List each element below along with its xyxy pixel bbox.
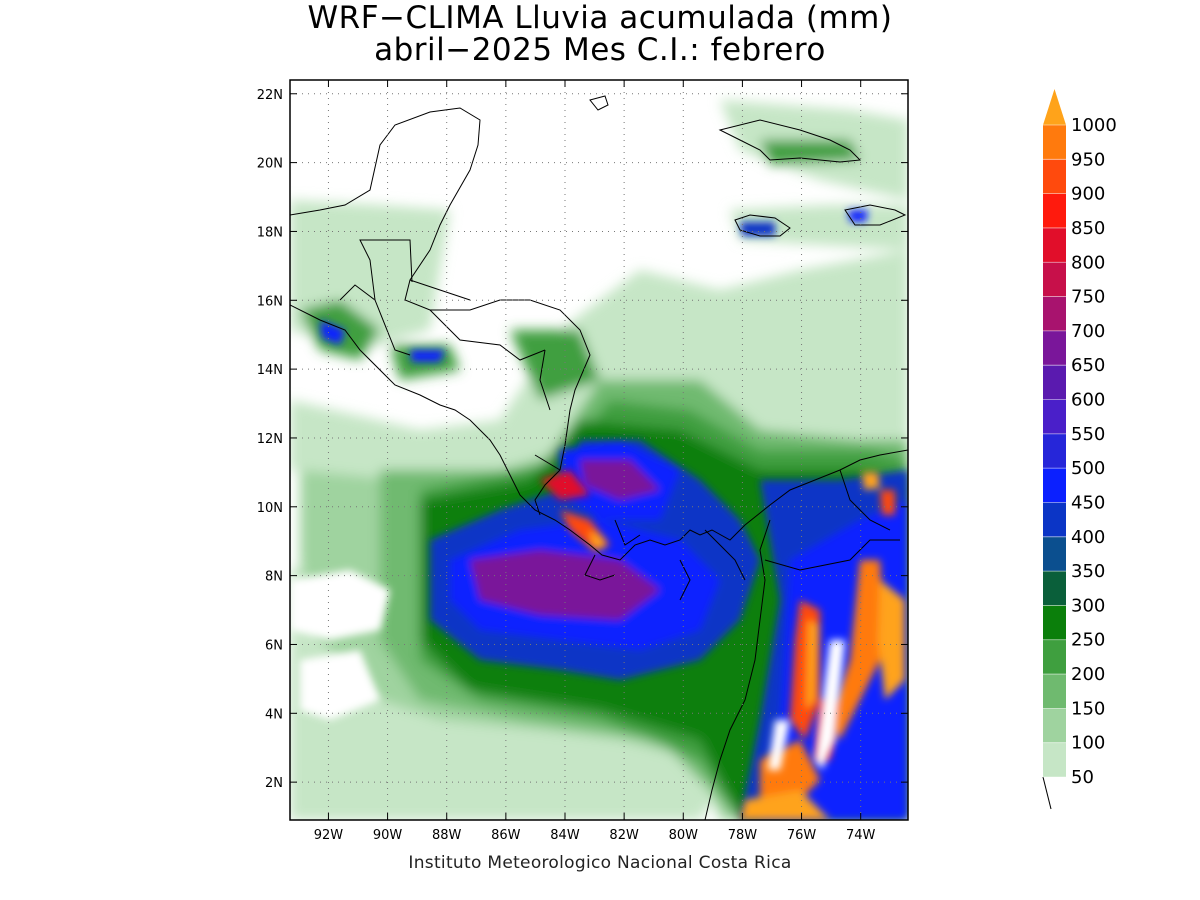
precipitation-field (290, 100, 908, 820)
colorbar-swatch (1043, 365, 1066, 400)
lon-tick-label: 88W (432, 828, 462, 843)
colorbar-swatch (1043, 227, 1066, 263)
colorbar-label: 100 (1071, 733, 1105, 754)
lat-tick-label: 10N (257, 501, 283, 516)
colorbar-label: 950 (1071, 149, 1105, 170)
latitude-labels: 2N 4N 6N 8N 10N 12N 14N 16N 18N 20N 22N (257, 88, 283, 791)
title-line-1: WRF−CLIMA Lluvia acumulada (mm) (307, 0, 893, 36)
colorbar-swatch (1043, 536, 1066, 572)
colorbar: 50 100 150 200 250 300 350 400 450 500 550 600 650 70… (1042, 89, 1117, 810)
colorbar-swatch (1043, 262, 1066, 297)
colorbar-label: 800 (1071, 252, 1105, 273)
colorbar-label: 500 (1071, 458, 1105, 479)
lon-tick-label: 78W (728, 828, 758, 843)
colorbar-swatch (1043, 468, 1066, 503)
lat-tick-label: 16N (257, 294, 283, 309)
colorbar-swatch (1043, 125, 1066, 160)
lon-tick-label: 74W (846, 828, 876, 843)
colorbar-label: 450 (1071, 492, 1105, 513)
lat-tick-label: 4N (265, 707, 283, 722)
colorbar-label: 50 (1071, 767, 1094, 788)
colorbar-swatch (1043, 674, 1066, 709)
lat-tick-label: 20N (257, 157, 283, 172)
chart-title: WRF−CLIMA Lluvia acumulada (mm) abril−20… (0, 2, 1200, 66)
colorbar-swatch (1043, 193, 1066, 228)
lat-tick-label: 6N (265, 638, 283, 653)
colorbar-swatch (1043, 639, 1066, 675)
colorbar-swatch (1043, 605, 1066, 640)
colorbar-label: 350 (1071, 561, 1105, 582)
colorbar-under-arrow (1042, 776, 1052, 810)
colorbar-swatch (1043, 502, 1066, 537)
lon-tick-label: 86W (491, 828, 521, 843)
colorbar-label: 300 (1071, 595, 1105, 616)
colorbar-label: 200 (1071, 664, 1105, 685)
colorbar-label: 750 (1071, 287, 1105, 308)
colorbar-over-arrow (1043, 89, 1066, 125)
longitude-labels: 92W 90W 88W 86W 84W 82W 80W 78W 76W 74W (314, 828, 876, 843)
colorbar-label: 700 (1071, 321, 1105, 342)
colorbar-label: 900 (1071, 184, 1105, 205)
colorbar-label: 650 (1071, 355, 1105, 376)
lat-tick-label: 14N (257, 363, 283, 378)
lon-tick-label: 80W (669, 828, 699, 843)
lon-tick-label: 90W (373, 828, 403, 843)
colorbar-swatch (1043, 742, 1066, 777)
lat-tick-label: 8N (265, 570, 283, 585)
colorbar-swatch (1043, 399, 1066, 434)
colorbar-swatch (1043, 296, 1066, 331)
colorbar-swatch (1043, 708, 1066, 743)
colorbar-swatch (1043, 571, 1066, 606)
colorbar-label: 400 (1071, 527, 1105, 548)
colorbar-label: 600 (1071, 390, 1105, 411)
colorbar-swatch (1043, 433, 1066, 469)
colorbar-swatch (1043, 159, 1066, 194)
lon-tick-label: 92W (314, 828, 344, 843)
footer-credit: Instituto Meteorologico Nacional Costa R… (408, 853, 792, 873)
colorbar-label: 250 (1071, 630, 1105, 651)
lat-tick-label: 2N (265, 776, 283, 791)
lon-tick-label: 76W (787, 828, 817, 843)
lat-tick-label: 22N (257, 88, 283, 103)
plot-frame (289, 79, 909, 821)
colorbar-swatch (1043, 330, 1066, 366)
gridlines (290, 80, 908, 820)
title-line-2: abril−2025 Mes C.I.: febrero (374, 32, 826, 68)
colorbar-label: 550 (1071, 424, 1105, 445)
colorbar-label: 850 (1071, 218, 1105, 239)
lat-tick-label: 12N (257, 432, 283, 447)
axis-ticks (290, 80, 908, 820)
colorbar-label: 150 (1071, 698, 1105, 719)
political-borders (339, 239, 900, 581)
coastlines (290, 95, 908, 820)
lat-tick-label: 18N (257, 225, 283, 240)
lon-tick-label: 82W (609, 828, 639, 843)
lon-tick-label: 84W (550, 828, 580, 843)
colorbar-label: 1000 (1071, 115, 1117, 136)
